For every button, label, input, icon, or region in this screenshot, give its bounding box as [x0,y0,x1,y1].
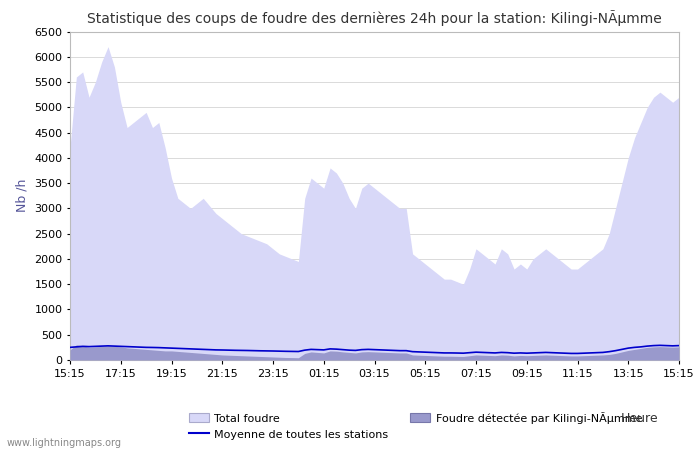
Title: Statistique des coups de foudre des dernières 24h pour la station: Kilingi-NÃµmm: Statistique des coups de foudre des dern… [87,10,662,26]
Y-axis label: Nb /h: Nb /h [15,179,29,212]
Legend: Total foudre, Moyenne de toutes les stations, Foudre détectée par Kilingi-NÃµmme: Total foudre, Moyenne de toutes les stat… [186,408,646,443]
Text: Heure: Heure [620,412,658,425]
Text: www.lightningmaps.org: www.lightningmaps.org [7,438,122,448]
